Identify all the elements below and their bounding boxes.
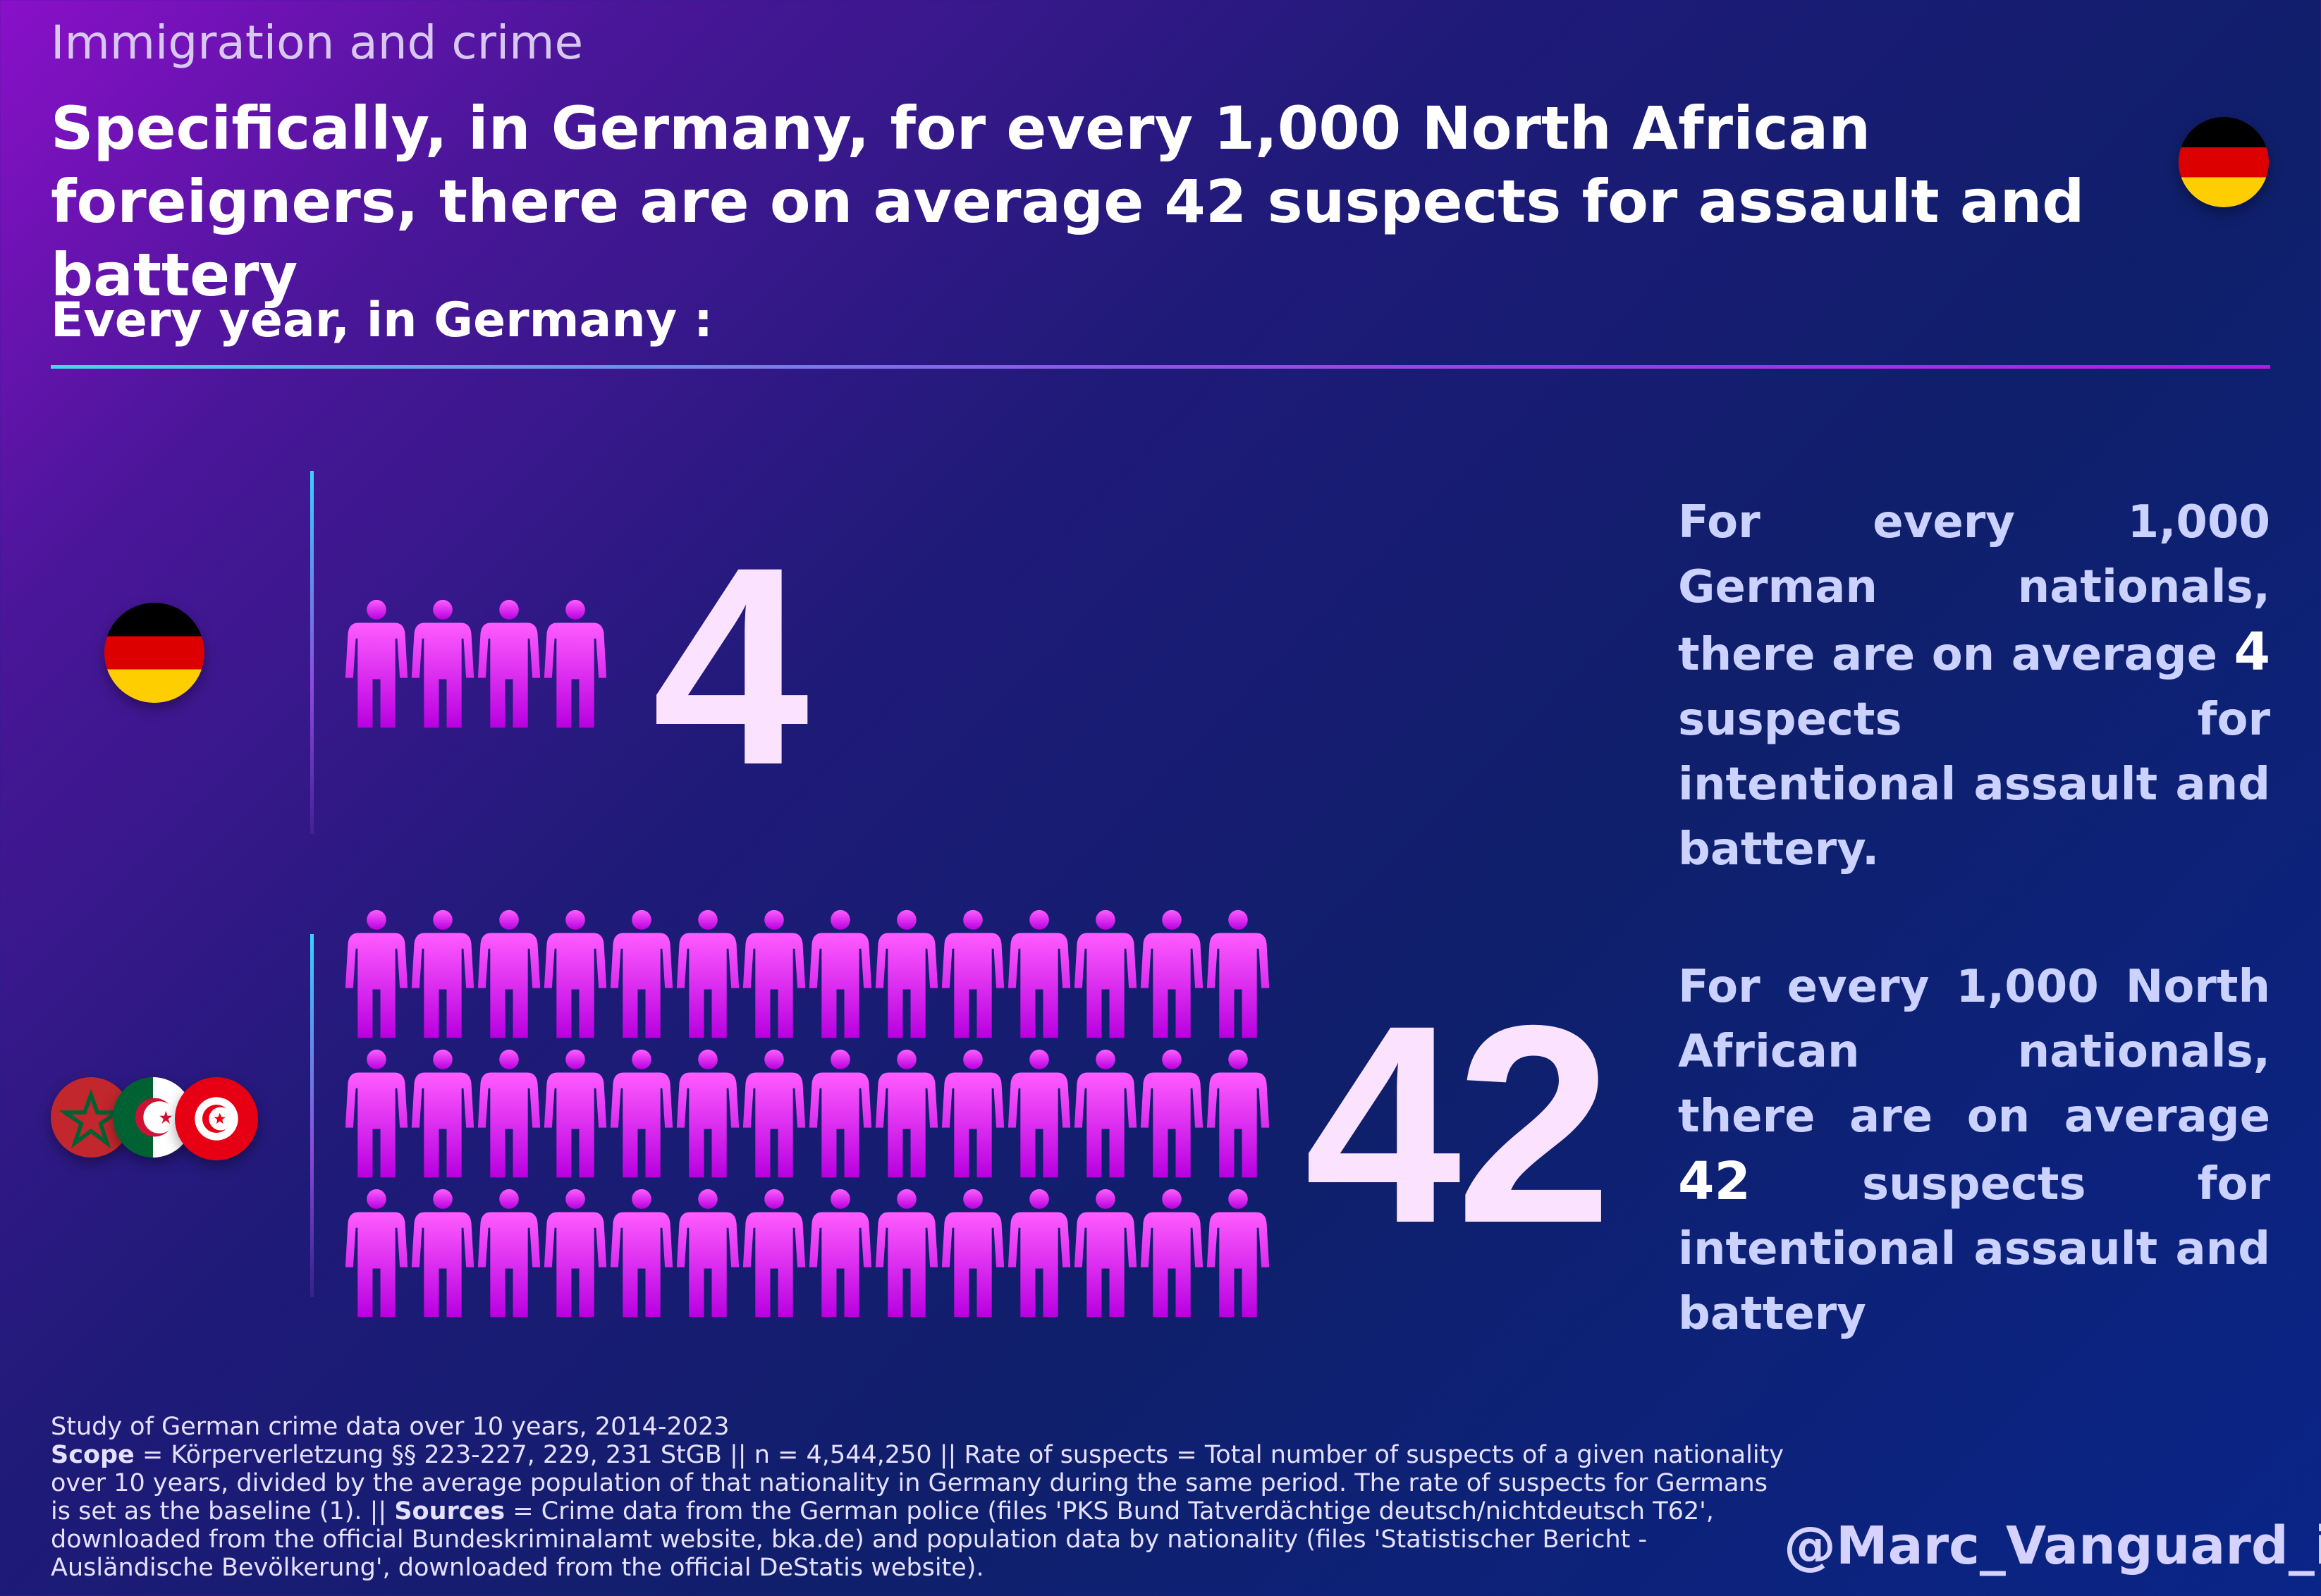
person-icon (477, 1049, 541, 1178)
author-handle: @Marc_Vanguard_i (1784, 1516, 2321, 1576)
person-icon (544, 1189, 607, 1318)
pentagram-icon (59, 1088, 123, 1149)
person-icon (411, 909, 474, 1038)
kicker: Immigration and crime (51, 16, 584, 70)
person-icon (941, 909, 1005, 1038)
person-icon (411, 1049, 474, 1178)
person-icon (1008, 1189, 1071, 1318)
person-icon (875, 909, 938, 1038)
person-icon (345, 909, 408, 1038)
person-icon (477, 1189, 541, 1318)
person-icon (1140, 1189, 1204, 1318)
person-icon (941, 1049, 1005, 1178)
person-icon (477, 909, 541, 1038)
person-icon (345, 1189, 408, 1318)
person-icon (1140, 1049, 1204, 1178)
description-text: For every 1,000 German nationals, there … (1678, 496, 2270, 681)
person-icon (742, 909, 806, 1038)
description-text: suspects for intentional assault and bat… (1678, 1158, 2270, 1340)
crescent-star-icon (195, 1097, 238, 1141)
person-icon (809, 1049, 872, 1178)
pictogram-group (344, 909, 1275, 1325)
person-icon (676, 1189, 740, 1318)
scope-note: Scope = Körperverletzung §§ 223-227, 229… (51, 1441, 1785, 1582)
person-icon (1206, 909, 1270, 1038)
crescent-star-icon (135, 1098, 176, 1137)
person-icon (875, 1189, 938, 1318)
divider (51, 365, 2270, 369)
germany-flag-icon (104, 603, 204, 703)
person-icon (809, 909, 872, 1038)
subtitle: Every year, in Germany : (51, 293, 714, 348)
person-icon (1140, 909, 1204, 1038)
person-icon (676, 909, 740, 1038)
person-icon (1074, 1189, 1137, 1318)
tunisia-flag-icon (175, 1077, 258, 1160)
person-icon (345, 1049, 408, 1178)
person-icon (941, 1189, 1005, 1318)
person-icon (875, 1049, 938, 1178)
row-divider (310, 471, 314, 834)
person-icon (411, 1189, 474, 1318)
sources-text: = Crime data from the German police (fil… (51, 1497, 1714, 1582)
person-icon (610, 909, 673, 1038)
person-icon (477, 599, 541, 728)
description-value: 4 (2234, 622, 2271, 682)
scope-label: Scope (51, 1441, 135, 1469)
value-label: 4 (652, 508, 809, 823)
person-icon (809, 1189, 872, 1318)
pictogram-group (344, 599, 612, 730)
pictogram-svg (345, 909, 1270, 1318)
person-icon (1008, 1049, 1071, 1178)
person-icon (1206, 1189, 1270, 1318)
person-icon (1074, 1049, 1137, 1178)
person-icon (742, 1049, 806, 1178)
person-icon (610, 1049, 673, 1178)
series-description: For every 1,000 North African nationals,… (1678, 954, 2270, 1346)
description-value: 42 (1678, 1151, 1751, 1212)
person-icon (610, 1189, 673, 1318)
person-icon (544, 909, 607, 1038)
row-divider (310, 934, 314, 1297)
value-label: 42 (1304, 966, 1612, 1282)
description-text: For every 1,000 North African nationals,… (1678, 961, 2270, 1143)
person-icon (1074, 909, 1137, 1038)
headline: Specifically, in Germany, for every 1,00… (51, 94, 2085, 309)
person-icon (345, 599, 408, 728)
study-note: Study of German crime data over 10 years… (51, 1413, 730, 1441)
description-text: suspects for intentional assault and bat… (1678, 694, 2270, 876)
person-icon (1008, 909, 1071, 1038)
person-icon (676, 1049, 740, 1178)
sources-label: Sources (394, 1497, 506, 1526)
person-icon (544, 1049, 607, 1178)
person-icon (1206, 1049, 1270, 1178)
person-icon (742, 1189, 806, 1318)
person-icon (544, 599, 607, 728)
footer-notes: Study of German crime data over 10 years… (51, 1413, 1785, 1582)
scope-text: = Körperverletzung §§ 223-227, 229, 231 … (51, 1441, 1784, 1526)
pictogram-svg (345, 599, 607, 728)
germany-flag-icon (2179, 117, 2269, 207)
person-icon (411, 599, 474, 728)
series-description: For every 1,000 German nationals, there … (1678, 490, 2270, 882)
